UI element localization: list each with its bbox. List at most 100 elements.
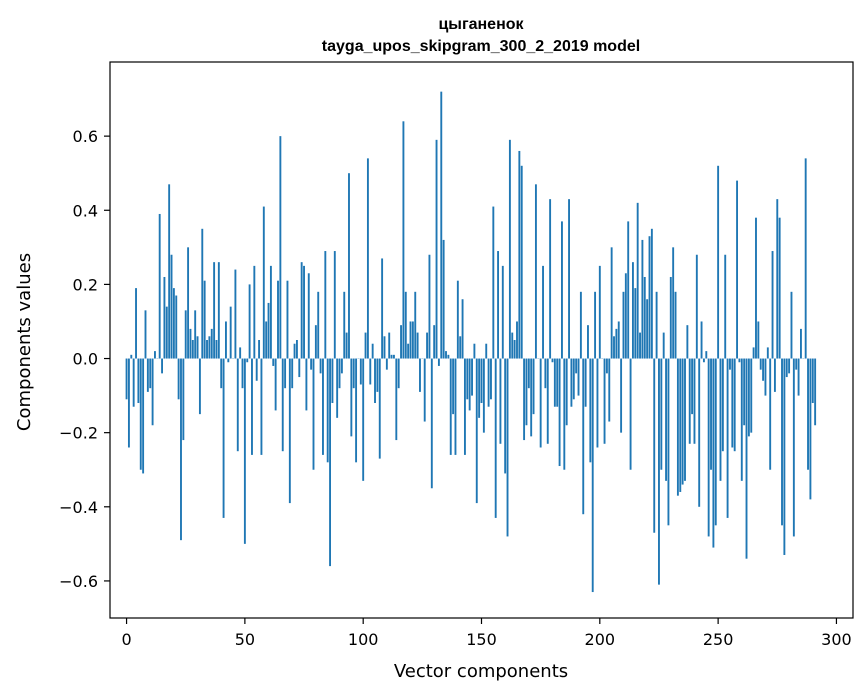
bar-154 — [490, 358, 492, 400]
bar-146 — [471, 358, 473, 396]
bar-221 — [648, 236, 651, 359]
y-tick-label: 0.4 — [73, 201, 98, 220]
bar-26 — [187, 247, 190, 359]
bar-14 — [158, 213, 161, 359]
bar-175 — [539, 358, 542, 448]
bar-113 — [393, 354, 395, 359]
bar-49 — [241, 358, 244, 389]
bar-233 — [676, 358, 679, 496]
bar-246 — [707, 358, 710, 537]
bar-119 — [407, 343, 410, 359]
bar-2 — [130, 354, 133, 359]
bar-238 — [688, 358, 691, 444]
bar-67 — [284, 358, 287, 389]
bar-58 — [262, 206, 265, 359]
bar-157 — [497, 251, 500, 359]
bar-235 — [681, 358, 684, 485]
bar-289 — [809, 358, 812, 500]
bar-243 — [700, 321, 703, 359]
bar-57 — [260, 358, 263, 455]
bar-236 — [684, 358, 686, 481]
bar-99 — [359, 358, 362, 385]
bar-257 — [733, 358, 736, 452]
bar-141 — [459, 336, 462, 359]
bar-56 — [258, 340, 261, 359]
bar-135 — [445, 351, 447, 359]
bar-153 — [487, 358, 490, 407]
bar-240 — [693, 358, 696, 444]
bar-46 — [234, 269, 237, 359]
bar-54 — [253, 265, 256, 359]
bar-182 — [556, 358, 559, 407]
bar-272 — [769, 358, 772, 470]
bar-165 — [516, 321, 518, 359]
bar-4 — [135, 288, 137, 359]
bar-212 — [627, 221, 630, 359]
bar-166 — [518, 150, 521, 359]
bar-186 — [565, 358, 568, 426]
bar-288 — [807, 358, 809, 470]
bar-130 — [433, 325, 436, 359]
bar-145 — [468, 358, 471, 411]
bar-279 — [785, 358, 788, 378]
bar-93 — [345, 332, 348, 359]
bar-1 — [127, 358, 130, 448]
y-axis-label: Components values — [14, 253, 35, 431]
bar-32 — [201, 228, 204, 359]
bar-44 — [229, 306, 232, 359]
bar-80 — [314, 325, 317, 359]
bar-283 — [795, 358, 798, 370]
bar-5 — [137, 358, 140, 404]
bar-117 — [402, 121, 405, 359]
bar-152 — [485, 343, 488, 359]
bar-34 — [206, 340, 208, 359]
bar-101 — [364, 332, 367, 359]
bar-274 — [773, 358, 776, 392]
bar-204 — [608, 358, 611, 422]
bar-134 — [442, 239, 445, 359]
bar-229 — [667, 358, 670, 526]
bar-220 — [646, 299, 649, 359]
bar-263 — [747, 358, 750, 437]
bar-61 — [269, 265, 272, 359]
bar-271 — [766, 347, 769, 359]
bar-107 — [378, 358, 381, 459]
bar-79 — [312, 358, 315, 470]
bar-127 — [426, 332, 429, 359]
bar-172 — [532, 358, 535, 415]
x-tick-label: 0 — [121, 630, 131, 649]
bar-9 — [146, 358, 149, 392]
bar-251 — [719, 358, 722, 481]
x-tick-label: 300 — [821, 630, 852, 649]
bar-62 — [272, 358, 275, 366]
bar-266 — [755, 217, 757, 359]
bar-110 — [385, 358, 388, 370]
bar-209 — [620, 358, 623, 433]
bar-60 — [267, 302, 270, 359]
bar-262 — [745, 358, 748, 559]
bar-259 — [738, 358, 741, 363]
bar-102 — [366, 158, 369, 359]
bar-179 — [549, 199, 552, 359]
bar-206 — [613, 336, 615, 359]
bar-41 — [222, 358, 225, 518]
bar-20 — [172, 288, 175, 359]
bar-22 — [177, 358, 180, 400]
bar-89 — [336, 358, 339, 418]
bar-128 — [428, 254, 431, 359]
bar-285 — [800, 328, 802, 359]
bar-52 — [248, 284, 251, 359]
bar-185 — [563, 358, 566, 470]
bar-176 — [542, 265, 544, 359]
x-axis: 0 50 100 150 200 250 300 — [121, 618, 852, 649]
bar-95 — [350, 358, 353, 437]
bar-0 — [125, 358, 128, 400]
bar-169 — [525, 358, 528, 426]
bar-232 — [674, 291, 677, 359]
bar-138 — [452, 358, 455, 415]
chart-subtitle: tayga_upos_skipgram_300_2_2019 model — [322, 38, 640, 55]
bar-237 — [686, 325, 689, 359]
x-tick-label: 50 — [235, 630, 255, 649]
bar-28 — [191, 340, 194, 359]
plot-area — [109, 61, 854, 619]
